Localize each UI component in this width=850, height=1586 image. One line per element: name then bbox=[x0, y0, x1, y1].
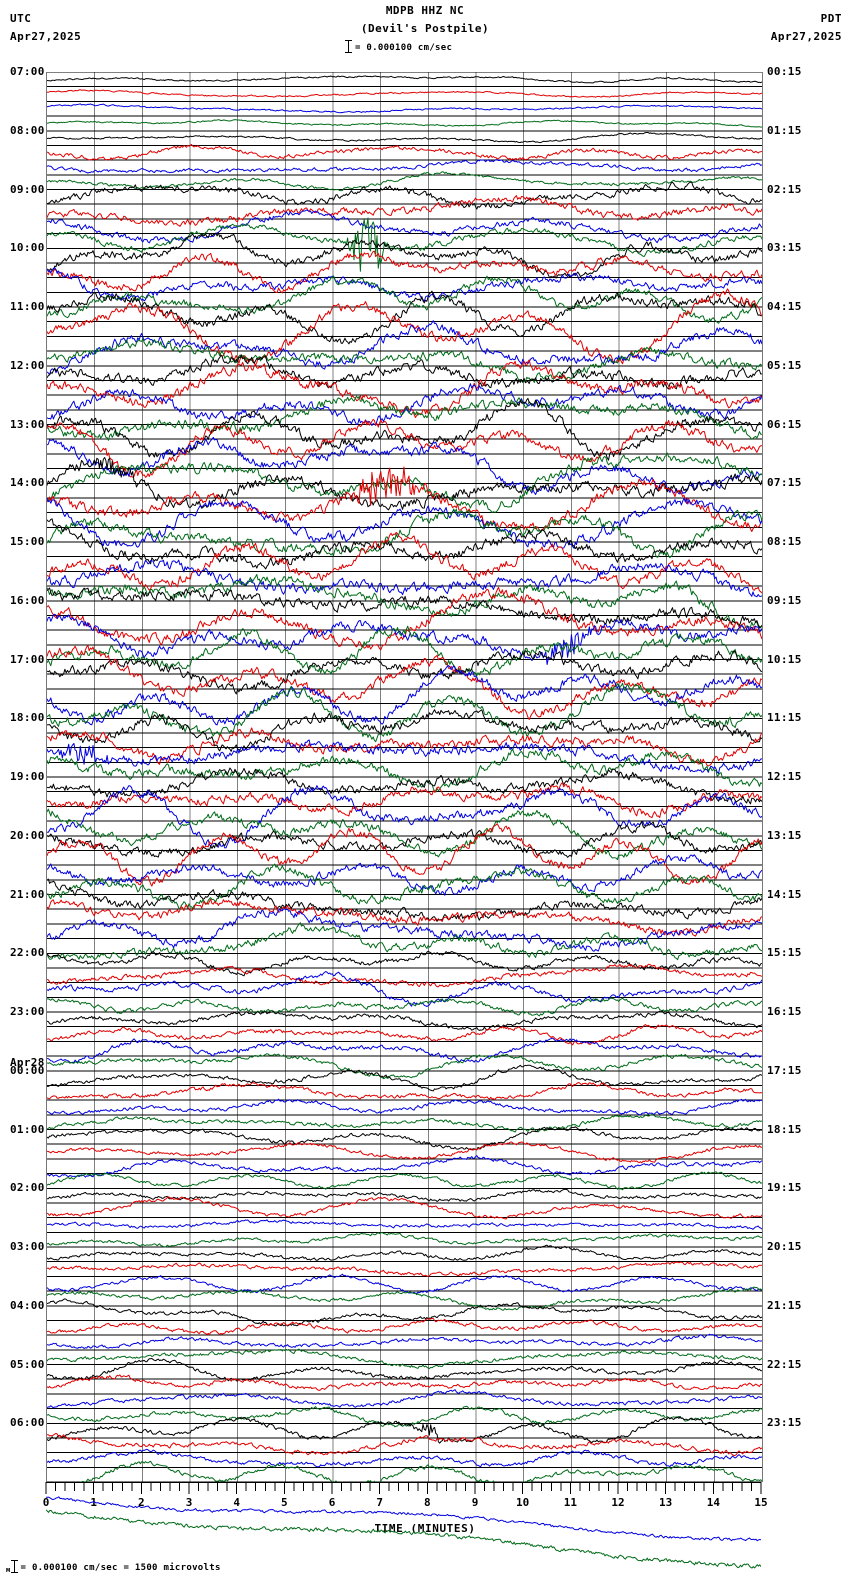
scale-bar-icon bbox=[345, 40, 352, 53]
footer-scale-text: = 0.000100 cm/sec = 1500 microvolts bbox=[20, 1563, 221, 1573]
y-axis-label-right: 06:15 bbox=[767, 417, 802, 431]
pdt-timezone-label: PDT bbox=[820, 12, 842, 25]
utc-date-label: Apr27,2025 bbox=[10, 30, 82, 43]
y-axis-label-left: 20:00 bbox=[10, 828, 45, 842]
x-axis-tick-label: 8 bbox=[424, 1496, 431, 1509]
y-axis-label-right: 07:15 bbox=[767, 476, 802, 490]
y-axis-label-right: 21:15 bbox=[767, 1298, 802, 1312]
y-axis-label-left: 06:00 bbox=[10, 1416, 45, 1430]
y-axis-label-left: 10:00 bbox=[10, 241, 45, 255]
x-axis-tick-label: 7 bbox=[376, 1496, 383, 1509]
y-axis-label-right: 22:15 bbox=[767, 1357, 802, 1371]
footer-scale-bar-icon bbox=[10, 1560, 18, 1573]
y-axis-label-left: 09:00 bbox=[10, 182, 45, 196]
y-axis-label-left: 14:00 bbox=[10, 476, 45, 490]
x-axis-tick-label: 0 bbox=[42, 1496, 50, 1509]
utc-timezone-label: UTC bbox=[10, 12, 32, 25]
x-axis-tick-label: 3 bbox=[185, 1496, 193, 1509]
y-axis-label-right: 05:15 bbox=[767, 358, 802, 372]
y-axis-label-left: 13:00 bbox=[10, 417, 45, 431]
y-axis-label-left: 00:00 bbox=[10, 1063, 45, 1077]
x-axis-tick-label: 10 bbox=[516, 1496, 530, 1509]
x-axis-tick-label: 14 bbox=[706, 1496, 720, 1509]
y-axis-label-right: 03:15 bbox=[767, 241, 802, 255]
y-axis-label-right: 04:15 bbox=[767, 300, 802, 313]
y-axis-label-left: 08:00 bbox=[10, 123, 45, 137]
y-axis-label-left: 18:00 bbox=[10, 711, 45, 725]
footer-scale-legend: м = 0.000100 cm/sec = 1500 microvolts bbox=[6, 1560, 221, 1574]
y-axis-label-right: 23:15 bbox=[767, 1416, 802, 1430]
y-axis-label-right: 09:15 bbox=[767, 593, 802, 607]
y-axis-label-right: 12:15 bbox=[767, 770, 802, 783]
y-axis-label-right: 15:15 bbox=[767, 946, 802, 960]
amplitude-scale-legend: = 0.000100 cm/sec bbox=[345, 40, 452, 53]
y-axis-label-left: 23:00 bbox=[10, 1005, 45, 1018]
y-axis-label-right: 17:15 bbox=[767, 1063, 802, 1077]
x-axis-ticks bbox=[45, 1482, 762, 1494]
y-axis-label-left: 03:00 bbox=[10, 1240, 45, 1253]
x-axis-tick-label: 4 bbox=[233, 1496, 240, 1509]
x-axis-tick-label: 12 bbox=[611, 1496, 625, 1509]
y-axis-label-right: 16:15 bbox=[767, 1005, 802, 1018]
y-axis-label-left: 01:00 bbox=[10, 1122, 45, 1136]
y-axis-label-left: 11:00 bbox=[10, 300, 45, 313]
y-axis-label-left: 21:00 bbox=[10, 887, 45, 901]
x-axis-tick-label: 9 bbox=[471, 1496, 479, 1509]
station-title: MDPB HHZ NC bbox=[385, 4, 465, 17]
y-axis-label-left: 04:00 bbox=[10, 1298, 45, 1312]
y-axis-label-right: 02:15 bbox=[767, 182, 802, 196]
x-axis-tick-label: 13 bbox=[659, 1496, 673, 1509]
day-change-label: Apr28 bbox=[10, 1055, 45, 1069]
y-axis-label-left: 12:00 bbox=[10, 358, 45, 372]
y-axis-label-right: 20:15 bbox=[767, 1240, 802, 1253]
seismogram-canvas bbox=[47, 72, 762, 1482]
x-axis-tick-label: 2 bbox=[138, 1496, 145, 1509]
y-axis-label-left: 02:00 bbox=[10, 1181, 45, 1195]
x-axis-tick-label: 15 bbox=[754, 1496, 768, 1509]
y-axis-label-left: 22:00 bbox=[10, 946, 45, 960]
y-axis-label-left: 17:00 bbox=[10, 652, 45, 666]
station-site-name: (Devil's Postpile) bbox=[360, 22, 490, 35]
x-axis-tick-label: 6 bbox=[328, 1496, 336, 1509]
y-axis-label-left: 15:00 bbox=[10, 535, 45, 548]
y-axis-label-right: 10:15 bbox=[767, 652, 802, 666]
scale-legend-text: = 0.000100 cm/sec bbox=[355, 43, 453, 53]
y-axis-label-right: 08:15 bbox=[767, 535, 802, 548]
footer-micro-prefix: м bbox=[6, 1566, 11, 1574]
y-axis-label-right: 13:15 bbox=[767, 828, 802, 842]
y-axis-label-left: 07:00 bbox=[10, 65, 45, 78]
pdt-date-label: Apr27,2025 bbox=[770, 30, 842, 43]
helicorder-plot[interactable] bbox=[46, 72, 763, 1482]
y-axis-label-right: 19:15 bbox=[767, 1181, 802, 1195]
y-axis-label-left: 05:00 bbox=[10, 1357, 45, 1371]
y-axis-label-right: 18:15 bbox=[767, 1122, 802, 1136]
y-axis-label-left: 16:00 bbox=[10, 593, 45, 607]
x-axis-title: TIME (MINUTES) bbox=[374, 1522, 476, 1535]
x-axis-tick-label: 11 bbox=[563, 1496, 577, 1509]
x-axis-tick-label: 1 bbox=[90, 1496, 97, 1509]
overflow-traces bbox=[46, 1496, 761, 1569]
y-axis-label-left: 19:00 bbox=[10, 770, 45, 783]
x-axis-tick-label: 5 bbox=[281, 1496, 288, 1509]
y-axis-label-right: 01:15 bbox=[767, 123, 802, 137]
y-axis-label-right: 00:15 bbox=[767, 65, 802, 78]
y-axis-label-right: 14:15 bbox=[767, 887, 802, 901]
y-axis-label-right: 11:15 bbox=[767, 711, 802, 725]
